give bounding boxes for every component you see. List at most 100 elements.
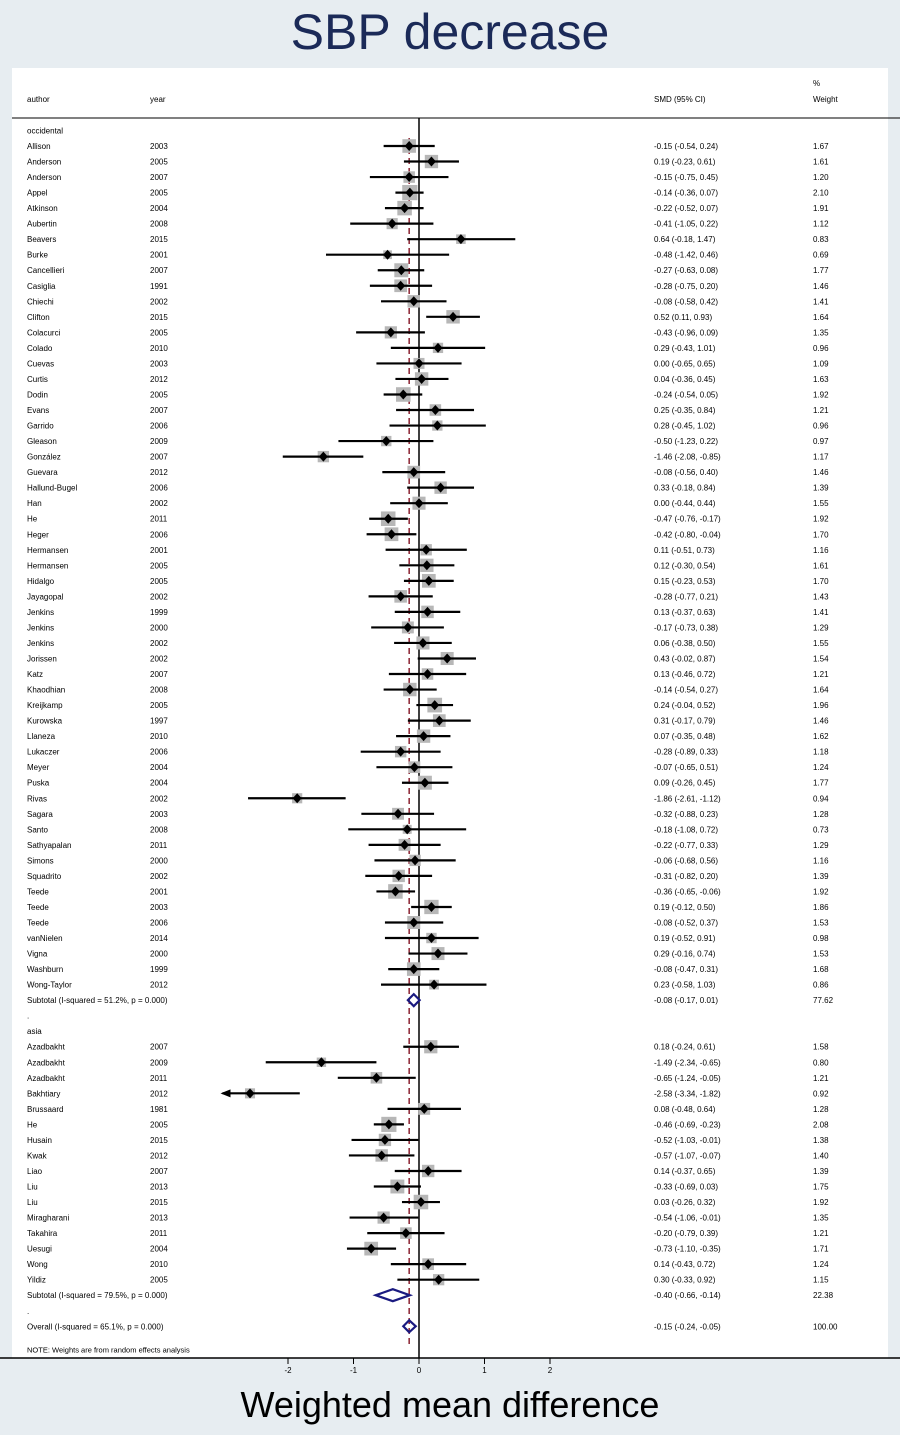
study-ci: -0.52 (-1.03, -0.01) [654, 1136, 721, 1145]
header-ci: SMD (95% CI) [654, 95, 706, 104]
study-ci: -1.49 (-2.34, -0.65) [654, 1058, 721, 1067]
study-ci: 0.08 (-0.48, 0.64) [654, 1105, 716, 1114]
study-ci: -0.08 (-0.56, 0.40) [654, 468, 718, 477]
study-weight: 1.21 [813, 1229, 829, 1238]
study-year: 1999 [150, 608, 168, 617]
study-point-estimate [433, 948, 443, 959]
study-year: 2007 [150, 670, 168, 679]
study-author: He [27, 1120, 38, 1129]
x-tick-label: 1 [482, 1366, 487, 1375]
study-author: vanNielen [27, 934, 63, 943]
study-point-estimate [404, 141, 414, 151]
study-author: Vigna [27, 950, 48, 959]
study-point-estimate [414, 498, 424, 509]
study-point-estimate [400, 203, 410, 214]
study-year: 2012 [150, 375, 168, 384]
study-year: 2007 [150, 1167, 168, 1176]
study-weight: 1.77 [813, 779, 829, 788]
study-ci: 0.09 (-0.26, 0.45) [654, 779, 716, 788]
study-author: Liu [27, 1183, 38, 1192]
study-point-estimate [426, 933, 436, 944]
study-author: Aubertin [27, 220, 57, 229]
study-weight: 1.09 [813, 359, 829, 368]
study-ci: 0.14 (-0.43, 0.72) [654, 1260, 716, 1269]
study-ci: -0.24 (-0.54, 0.05) [654, 390, 718, 399]
header-author: author [27, 95, 50, 104]
study-weight: 1.53 [813, 919, 829, 928]
study-ci: 0.12 (-0.30, 0.54) [654, 561, 716, 570]
study-author: Azadbakht [27, 1074, 66, 1083]
study-point-estimate [393, 808, 403, 819]
study-year: 2007 [150, 453, 168, 462]
header-year: year [150, 95, 166, 104]
study-year: 2004 [150, 779, 168, 788]
study-weight: 1.71 [813, 1245, 829, 1254]
header-weight: Weight [813, 95, 839, 104]
subtotal-diamond [406, 992, 422, 1008]
study-weight: 1.92 [813, 887, 829, 896]
study-ci: -0.08 (-0.47, 0.31) [654, 965, 718, 974]
study-year: 2005 [150, 189, 168, 198]
study-point-estimate [386, 529, 396, 540]
study-author: Azadbakht [27, 1058, 66, 1067]
study-author: Colacurci [27, 328, 61, 337]
study-weight: 1.61 [813, 158, 829, 167]
study-ci: -0.54 (-1.06, -0.01) [654, 1214, 721, 1223]
study-point-estimate [436, 482, 446, 493]
study-weight: 1.75 [813, 1183, 829, 1192]
study-author: Uesugi [27, 1245, 52, 1254]
study-point-estimate [405, 187, 415, 198]
study-ci: -0.17 (-0.73, 0.38) [654, 623, 718, 632]
study-year: 2012 [150, 1089, 168, 1098]
study-year: 2006 [150, 919, 168, 928]
study-ci: 0.13 (-0.37, 0.63) [654, 608, 716, 617]
study-ci: 0.31 (-0.17, 0.79) [654, 717, 716, 726]
study-point-estimate [400, 839, 410, 850]
study-weight: 2.08 [813, 1120, 829, 1129]
study-ci: -0.18 (-1.08, 0.72) [654, 825, 718, 834]
study-weight: 1.29 [813, 623, 829, 632]
chart-title: SBP decrease [290, 4, 610, 60]
study-author: Miragharani [27, 1214, 69, 1223]
study-year: 2004 [150, 204, 168, 213]
study-ci: -0.31 (-0.82, 0.20) [654, 872, 718, 881]
study-ci: 0.19 (-0.12, 0.50) [654, 903, 716, 912]
study-year: 2010 [150, 1260, 168, 1269]
study-point-estimate [403, 622, 413, 633]
study-point-estimate [396, 280, 406, 291]
study-weight: 1.21 [813, 670, 829, 679]
study-point-estimate [426, 156, 436, 167]
study-weight: 1.91 [813, 204, 829, 213]
study-weight: 1.92 [813, 1198, 829, 1207]
study-weight: 2.10 [813, 189, 829, 198]
study-point-estimate [379, 1212, 389, 1223]
study-point-estimate [401, 1228, 411, 1239]
study-weight: 1.29 [813, 841, 829, 850]
study-ci: 0.18 (-0.24, 0.61) [654, 1043, 716, 1052]
study-point-estimate [409, 762, 419, 773]
study-author: Santo [27, 825, 48, 834]
study-weight: 1.68 [813, 965, 829, 974]
study-author: Hidalgo [27, 577, 55, 586]
study-year: 2005 [150, 390, 168, 399]
study-point-estimate [409, 467, 419, 478]
study-point-estimate [421, 544, 431, 555]
study-year: 1999 [150, 965, 168, 974]
study-author: Lukaczer [27, 748, 60, 757]
study-weight: 0.83 [813, 235, 829, 244]
study-weight: 1.41 [813, 608, 829, 617]
study-weight: 1.54 [813, 654, 829, 663]
study-year: 2014 [150, 934, 168, 943]
study-year: 2005 [150, 1120, 168, 1129]
study-year: 2015 [150, 235, 168, 244]
study-author: Atkinson [27, 204, 58, 213]
study-ci: 0.03 (-0.26, 0.32) [654, 1198, 716, 1207]
study-point-estimate [404, 172, 414, 183]
study-ci: 0.11 (-0.51, 0.73) [654, 546, 715, 555]
study-year: 2005 [150, 561, 168, 570]
study-ci: -0.28 (-0.77, 0.21) [654, 592, 718, 601]
study-point-estimate [420, 777, 430, 788]
study-weight: 0.96 [813, 422, 829, 431]
study-point-estimate [423, 669, 433, 680]
study-author: Meyer [27, 763, 50, 772]
